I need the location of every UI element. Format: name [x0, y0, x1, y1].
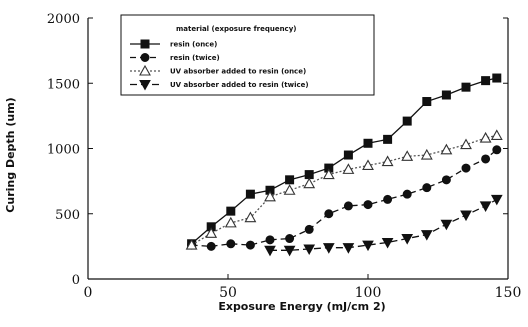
data-point: [206, 241, 216, 251]
legend-swatch-marker: [139, 64, 151, 76]
data-point: [490, 129, 503, 140]
legend-label: UV absorber added to resin (once): [170, 68, 306, 76]
y-axis-title: Curing Depth (um): [4, 97, 17, 212]
x-tick-label: 0: [84, 285, 93, 301]
x-axis-ticks: 0 50 100 150: [84, 274, 522, 301]
data-point: [303, 244, 316, 256]
y-tick-label: 500: [55, 208, 80, 223]
series-layer: [185, 73, 503, 257]
data-point: [324, 209, 334, 219]
data-point: [479, 201, 492, 212]
series-line: [191, 149, 498, 248]
data-point: [265, 235, 275, 245]
legend-entries: resin (once) resin (twice) UV absorber add…: [130, 39, 309, 91]
data-point: [343, 201, 353, 211]
data-point: [381, 237, 394, 249]
data-point: [343, 150, 353, 160]
data-point: [362, 240, 374, 252]
data-point: [244, 211, 257, 223]
data-point: [362, 159, 374, 171]
x-tick-label: 50: [219, 285, 237, 301]
data-point: [226, 206, 236, 216]
legend-swatch-marker: [140, 39, 150, 49]
legend-box: [120, 14, 375, 96]
data-point: [401, 234, 414, 245]
series-1: [187, 73, 502, 249]
data-point: [441, 90, 451, 100]
legend-entry: UV absorber added to resin (twice): [130, 80, 309, 91]
series-2: [187, 145, 502, 251]
data-point: [245, 240, 255, 250]
data-point: [283, 245, 296, 257]
y-tick-label: 0: [72, 273, 80, 288]
x-tick-label: 100: [355, 285, 382, 301]
data-point: [285, 234, 295, 244]
data-point: [264, 190, 276, 202]
data-point: [440, 219, 453, 231]
legend-entry: resin (once): [130, 39, 217, 49]
data-point: [402, 116, 412, 126]
data-point: [479, 131, 492, 143]
data-point: [283, 184, 296, 195]
legend: material (exposure frequency) resin (onc…: [120, 14, 375, 96]
data-point: [461, 163, 471, 173]
data-point: [383, 134, 393, 144]
legend-swatch-marker: [139, 80, 151, 91]
data-point: [342, 243, 355, 254]
x-axis-title: Exposure Energy (mJ/cm 2): [218, 300, 385, 313]
data-point: [460, 138, 472, 150]
y-axis-ticks: 0 500 1000 1500 2000: [47, 12, 508, 288]
data-point: [285, 175, 295, 185]
data-point: [304, 170, 314, 180]
data-point: [441, 175, 451, 185]
data-point: [363, 138, 373, 148]
legend-entry: resin (twice): [130, 53, 220, 62]
data-point: [492, 145, 502, 155]
data-point: [381, 155, 394, 167]
data-point: [322, 168, 335, 180]
data-point: [322, 243, 335, 254]
data-point: [304, 224, 314, 234]
data-point: [420, 230, 433, 241]
series-line: [191, 77, 497, 245]
data-point: [420, 148, 433, 160]
data-point: [245, 189, 255, 199]
x-tick-label: 150: [495, 285, 522, 301]
data-point: [383, 194, 393, 204]
y-tick-label: 2000: [47, 12, 80, 27]
y-tick-label: 1000: [47, 143, 80, 158]
data-point: [363, 200, 373, 210]
legend-label: UV absorber added to resin (twice): [170, 81, 309, 89]
data-point: [492, 73, 502, 83]
legend-swatch-marker: [140, 53, 150, 62]
data-point: [205, 227, 218, 238]
data-point: [402, 189, 412, 199]
legend-entry: UV absorber added to resin (once): [130, 64, 306, 76]
data-point: [226, 239, 236, 249]
data-point: [481, 154, 491, 164]
data-point: [303, 177, 316, 189]
data-point: [264, 245, 276, 257]
series-4: [264, 194, 503, 257]
data-point: [440, 143, 453, 155]
y-tick-label: 1500: [47, 77, 80, 92]
data-point: [401, 150, 414, 161]
legend-label: resin (once): [170, 41, 217, 49]
data-point: [224, 216, 237, 228]
data-point: [185, 238, 198, 250]
legend-title: material (exposure frequency): [176, 25, 296, 33]
data-point: [460, 210, 472, 222]
data-point: [490, 194, 503, 206]
series-line: [270, 198, 498, 251]
data-point: [461, 82, 471, 92]
series-3: [185, 129, 503, 250]
data-point: [342, 163, 355, 174]
data-point: [481, 76, 491, 86]
data-point: [422, 97, 432, 107]
legend-label: resin (twice): [170, 54, 220, 62]
data-point: [422, 183, 432, 193]
